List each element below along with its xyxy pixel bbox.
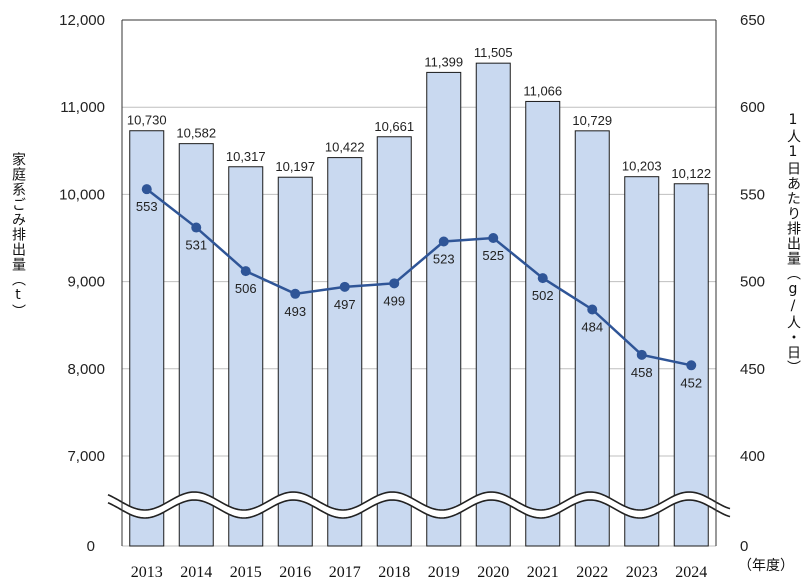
bar [426, 71, 462, 547]
bar [129, 130, 165, 547]
right-tick-label: 550 [740, 186, 765, 203]
bar [475, 62, 511, 547]
bar [376, 136, 412, 547]
point-value-label: 506 [235, 281, 257, 296]
line-point [686, 360, 697, 371]
right-axis-label: 1人1日あたり排出量（g/人・日） [785, 112, 801, 375]
right-tick-label: 400 [740, 448, 765, 465]
point-value-label: 458 [631, 365, 653, 380]
x-tick-label: 2023 [626, 564, 658, 581]
right-tick-label: 450 [740, 361, 765, 378]
line-point [141, 184, 152, 195]
point-value-label: 523 [433, 251, 455, 266]
series-line [145, 188, 692, 367]
plot-frame [121, 19, 717, 546]
point-value-label: 531 [185, 238, 207, 253]
point-value-label: 484 [581, 320, 603, 335]
line-point [587, 304, 598, 315]
bar [525, 100, 561, 547]
point-value-label: 525 [482, 248, 504, 263]
bar-value-label: 10,730 [127, 113, 167, 128]
bar-value-label: 10,122 [671, 166, 711, 181]
line-point [636, 349, 647, 360]
axis-break-band [107, 491, 731, 519]
x-tick-label: 2022 [576, 564, 608, 581]
x-tick-label: 2018 [378, 564, 410, 581]
bar [178, 143, 214, 547]
bar-value-label: 10,661 [374, 119, 414, 134]
point-value-label: 553 [136, 199, 158, 214]
point-value-label: 497 [334, 297, 356, 312]
grid-lines [122, 19, 716, 547]
bar-value-labels: 10,730 10,582 10,317 10,197 10,422 10,661 11,3… [127, 45, 711, 181]
x-tick-label: 2017 [329, 564, 361, 581]
x-tick-label: 2015 [230, 564, 262, 581]
line-point [290, 288, 301, 299]
bar [574, 130, 610, 547]
right-tick-label: 600 [740, 99, 765, 116]
right-axis-ticks: 650 600 550 500 450 400 0 [740, 12, 765, 555]
bar [327, 157, 363, 547]
bar-value-label: 10,582 [176, 126, 216, 141]
point-value-label: 502 [532, 288, 554, 303]
x-tick-label: 2024 [675, 564, 707, 581]
break-line-upper [107, 491, 731, 511]
left-tick-label: 0 [87, 538, 95, 555]
bar-value-label: 10,317 [226, 149, 266, 164]
left-tick-label: 7,000 [67, 448, 105, 465]
bar [624, 176, 660, 547]
left-tick-label: 8,000 [67, 361, 105, 378]
x-axis-unit-label: （年度） [738, 558, 794, 574]
bar-value-label: 11,505 [474, 45, 513, 60]
bar [228, 166, 264, 547]
line-point [438, 236, 449, 247]
left-tick-label: 10,000 [59, 186, 105, 203]
bar-value-label: 10,422 [325, 140, 365, 155]
line-point [537, 273, 548, 284]
right-tick-label: 500 [740, 274, 765, 291]
break-line-lower [107, 499, 731, 519]
bar-value-label: 10,203 [622, 159, 662, 174]
line-point [389, 278, 400, 289]
line-point [240, 266, 251, 277]
right-tick-label: 0 [740, 538, 748, 555]
bar-value-label: 10,729 [572, 113, 612, 128]
x-tick-label: 2013 [131, 564, 163, 581]
left-tick-label: 12,000 [59, 12, 105, 29]
x-tick-label: 2014 [180, 564, 212, 581]
bars [129, 62, 709, 547]
point-value-label: 499 [383, 293, 405, 308]
x-tick-label: 2021 [527, 564, 559, 581]
left-tick-label: 9,000 [67, 274, 105, 291]
line-series [141, 184, 697, 371]
left-axis-label: 家庭系ごみ排出量（t） [10, 152, 26, 319]
line-point [488, 233, 499, 243]
left-tick-label: 11,000 [60, 99, 105, 116]
x-tick-label: 2016 [279, 564, 311, 581]
bar-value-label: 11,066 [523, 83, 562, 98]
point-value-labels: 553 531 506 493 497 499 523 525 502 484 458 452 [136, 199, 702, 390]
left-axis-ticks: 12,000 11,000 10,000 9,000 8,000 7,000 0 [59, 12, 105, 555]
right-tick-label: 650 [740, 12, 765, 29]
x-axis-ticks: 2013 2014 2015 2016 2017 2018 2019 2020 2021 2022… [131, 564, 708, 581]
point-value-label: 493 [284, 304, 306, 319]
bar [277, 176, 313, 547]
bar-value-label: 10,197 [275, 159, 315, 174]
point-value-label: 452 [680, 375, 702, 390]
line-point [191, 222, 202, 233]
line-point [339, 281, 350, 292]
x-tick-label: 2020 [477, 564, 509, 581]
x-tick-label: 2019 [428, 564, 460, 581]
bar-value-label: 11,399 [424, 54, 463, 69]
